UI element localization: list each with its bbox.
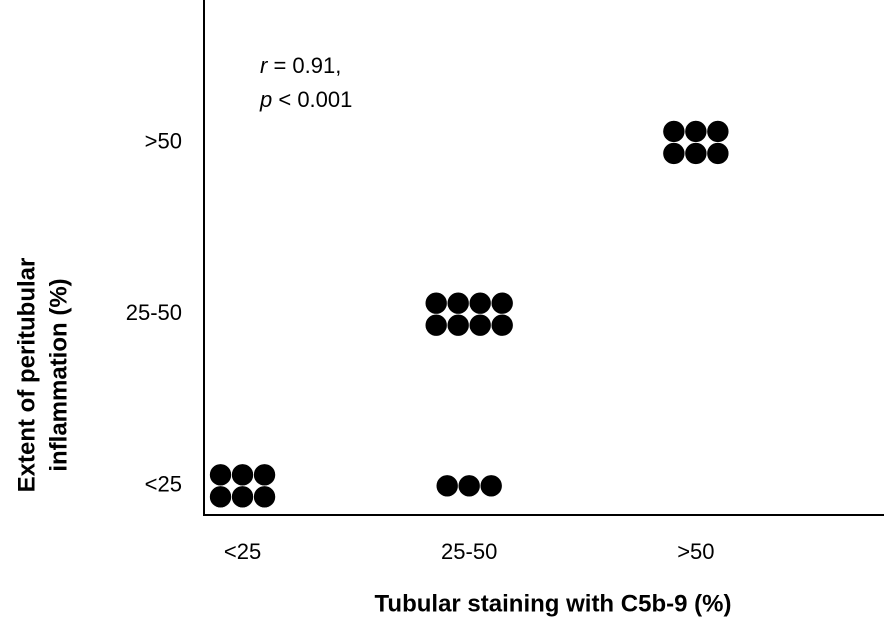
y-axis-title-line: inflammation (%) bbox=[45, 278, 72, 471]
dot bbox=[490, 313, 514, 337]
dot bbox=[209, 485, 232, 509]
dot bbox=[468, 291, 492, 315]
dot bbox=[662, 142, 686, 165]
dot bbox=[253, 485, 276, 509]
y-tick-label: 25-50 bbox=[126, 300, 182, 325]
dot bbox=[424, 291, 448, 315]
x-tick-label: <25 bbox=[224, 539, 261, 564]
dot bbox=[490, 291, 514, 315]
annotation-text: < 0.001 bbox=[272, 87, 352, 112]
dot bbox=[424, 313, 448, 337]
x-tick-label: >50 bbox=[677, 539, 714, 564]
dot bbox=[706, 120, 730, 143]
dot bbox=[468, 313, 492, 337]
y-axis-title: Extent of peritubular inflammation (%) bbox=[13, 258, 72, 493]
dot bbox=[662, 120, 686, 143]
x-tick-label: 25-50 bbox=[441, 539, 497, 564]
x-axis-title: Tubular staining with C5b-9 (%) bbox=[375, 590, 732, 617]
dot bbox=[446, 291, 470, 315]
dot bbox=[253, 463, 276, 487]
annotation: p < 0.001 bbox=[259, 87, 352, 112]
dot bbox=[684, 120, 708, 143]
dot bbox=[209, 463, 232, 487]
y-tick-label: >50 bbox=[145, 128, 182, 153]
annotation-symbol: p bbox=[259, 87, 272, 112]
dot bbox=[231, 485, 254, 509]
y-axis-title-line: Extent of peritubular bbox=[13, 258, 40, 493]
dot bbox=[479, 474, 503, 498]
annotation-symbol: r bbox=[260, 53, 269, 78]
dot bbox=[446, 313, 470, 337]
dot bbox=[684, 142, 708, 165]
dot bbox=[231, 463, 254, 487]
annotation: r = 0.91, bbox=[260, 53, 341, 78]
dot bbox=[457, 474, 481, 498]
annotation-text: = 0.91, bbox=[267, 53, 341, 78]
dot bbox=[435, 474, 459, 498]
y-tick-label: <25 bbox=[145, 472, 182, 497]
dot bbox=[706, 142, 730, 165]
